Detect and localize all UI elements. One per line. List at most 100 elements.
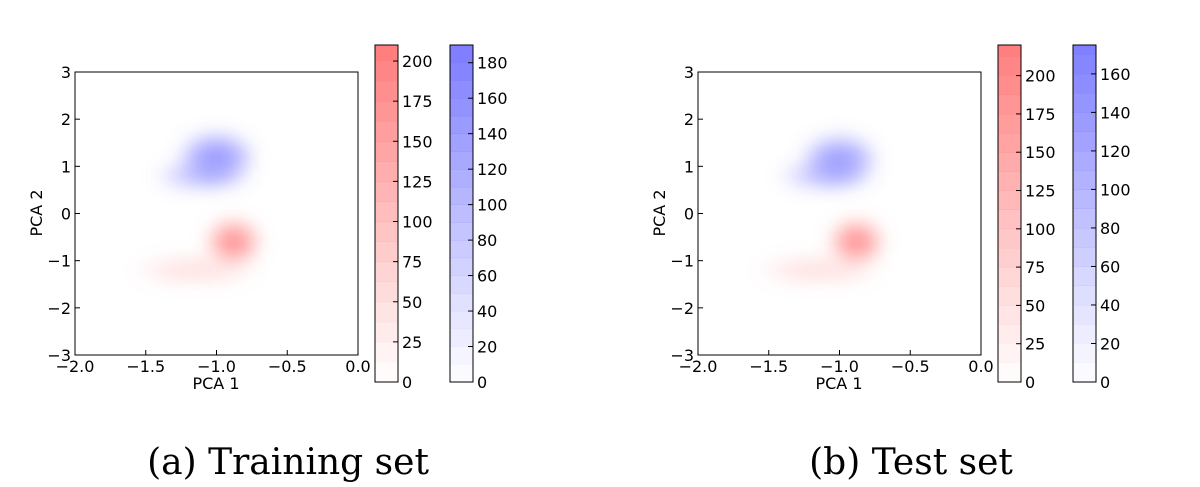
y-axis-label: PCA 2: [650, 189, 669, 236]
colorbar-band: [1073, 227, 1096, 248]
colorbar-tick-label: 75: [402, 253, 422, 272]
x-tick-label: 0.0: [345, 357, 370, 376]
colorbar-tick-label: 80: [477, 231, 497, 250]
density-blobs: [131, 130, 262, 285]
colorbar-tick-label: 25: [402, 333, 422, 352]
y-tick-label: 3: [61, 63, 71, 82]
colorbar-tick-label: 20: [477, 338, 497, 357]
colorbar-band: [1073, 247, 1096, 267]
colorbar-band: [375, 81, 398, 102]
colorbar-band: [1073, 285, 1096, 306]
colorbar-band: [998, 75, 1021, 96]
colorbar-band: [450, 204, 473, 223]
colorbar-tick-label: 140: [1100, 103, 1131, 122]
colorbar-blue: 0 20 40 60 80 100 120 140 160: [1072, 44, 1131, 392]
x-axis-label: PCA 1: [192, 374, 239, 393]
colorbar-frame: [449, 44, 474, 383]
colorbar-band: [1073, 45, 1096, 55]
colorbar-tick-label: 120: [1100, 142, 1131, 161]
colorbar-band: [450, 293, 473, 312]
colorbar-tick-label: 100: [477, 196, 508, 215]
colorbar-band: [450, 45, 473, 64]
colorbar-band: [450, 62, 473, 81]
colorbar-band: [450, 311, 473, 330]
colorbar-tick-label: 160: [1100, 65, 1131, 84]
panel-test: −2.0 −1.5 −1.0 −0.5 0.0 3 2 1 0 −1 −2 −3 PCA 1 PCA…: [650, 44, 1131, 483]
colorbar-band: [998, 152, 1021, 172]
colorbar-tick-label: 60: [1100, 257, 1120, 276]
x-tick-label: −2.0: [679, 357, 718, 376]
colorbar-band: [375, 141, 398, 162]
colorbar-band: [375, 261, 398, 283]
colorbar-tick-label: 50: [1025, 296, 1045, 315]
colorbar-band: [375, 161, 398, 182]
colorbar-tick-label: 125: [402, 172, 433, 191]
colorbar-frame: [997, 44, 1022, 383]
plot-area: [697, 71, 982, 356]
colorbar-band: [375, 281, 398, 303]
colorbar-band: [1073, 93, 1096, 113]
y-tick-label: 1: [684, 157, 694, 176]
colorbar-band: [375, 101, 398, 122]
density-blob-blue: [775, 161, 875, 190]
y-tick-label: −3: [670, 346, 694, 365]
y-axis-label: PCA 2: [27, 189, 46, 236]
colorbar-band: [450, 115, 473, 134]
y-tick-label: −3: [47, 346, 71, 365]
colorbar-band: [1073, 150, 1096, 171]
colorbar-band: [998, 45, 1021, 57]
colorbar-blue: 0 20 40 60 80 100 120 140 160 180: [449, 44, 508, 392]
colorbar-band: [450, 364, 473, 382]
x-tick-label: −2.0: [56, 357, 95, 376]
x-tick-label: 0.0: [968, 357, 993, 376]
colorbar-band: [998, 228, 1021, 249]
colorbar-band: [450, 222, 473, 241]
colorbar-band: [1073, 324, 1096, 344]
colorbar-tick-label: 150: [402, 132, 433, 151]
colorbar-band: [998, 133, 1021, 153]
colorbar-band: [375, 362, 398, 382]
colorbar-band: [998, 363, 1021, 382]
y-tick-label: 0: [684, 205, 694, 224]
density-blobs: [754, 133, 885, 285]
colorbar-tick-label: 0: [1100, 373, 1110, 392]
colorbar-tick-label: 100: [1100, 180, 1131, 199]
x-axis-ticks: −2.0 −1.5 −1.0 −0.5 0.0: [679, 350, 994, 376]
colorbar-band: [375, 241, 398, 262]
density-blob-blue: [152, 161, 252, 190]
y-tick-label: 2: [684, 110, 694, 129]
y-tick-label: 1: [61, 157, 71, 176]
colorbar-band: [998, 247, 1021, 268]
colorbar-tick-label: 175: [402, 92, 433, 111]
y-tick-label: −1: [670, 252, 694, 271]
colorbar-band: [450, 275, 473, 294]
colorbar-band: [1073, 208, 1096, 229]
colorbar-band: [998, 343, 1021, 364]
colorbar-tick-label: 200: [1025, 67, 1056, 86]
colorbar-band: [1073, 363, 1096, 383]
colorbar-band: [1073, 189, 1096, 209]
density-blob-red: [205, 218, 262, 266]
y-tick-label: −1: [47, 252, 71, 271]
colorbar-tick-label: 175: [1025, 105, 1056, 124]
colorbar-tick-label: 60: [477, 267, 497, 286]
colorbar-frame: [374, 44, 399, 383]
colorbar-tick-label: 0: [1025, 373, 1035, 392]
colorbar-band: [450, 133, 473, 152]
x-tick-label: −0.5: [891, 357, 930, 376]
colorbar-band: [998, 286, 1021, 306]
colorbar-red: 0 25 50 75 100 125 150 175 200: [997, 44, 1056, 392]
colorbar-band: [375, 321, 398, 343]
y-axis-ticks: 3 2 1 0 −1 −2 −3: [670, 63, 703, 365]
colorbar-band: [1073, 131, 1096, 152]
colorbar-band: [450, 80, 473, 99]
colorbar-band: [998, 113, 1021, 134]
colorbar-band: [450, 257, 473, 276]
caption: (b) Test set: [809, 442, 1013, 483]
plot-area: [74, 71, 359, 356]
y-tick-label: 3: [684, 63, 694, 82]
colorbar-tick-label: 100: [402, 213, 433, 232]
y-axis-ticks: 3 2 1 0 −1 −2 −3: [47, 63, 80, 365]
x-tick-label: −1.5: [126, 357, 165, 376]
